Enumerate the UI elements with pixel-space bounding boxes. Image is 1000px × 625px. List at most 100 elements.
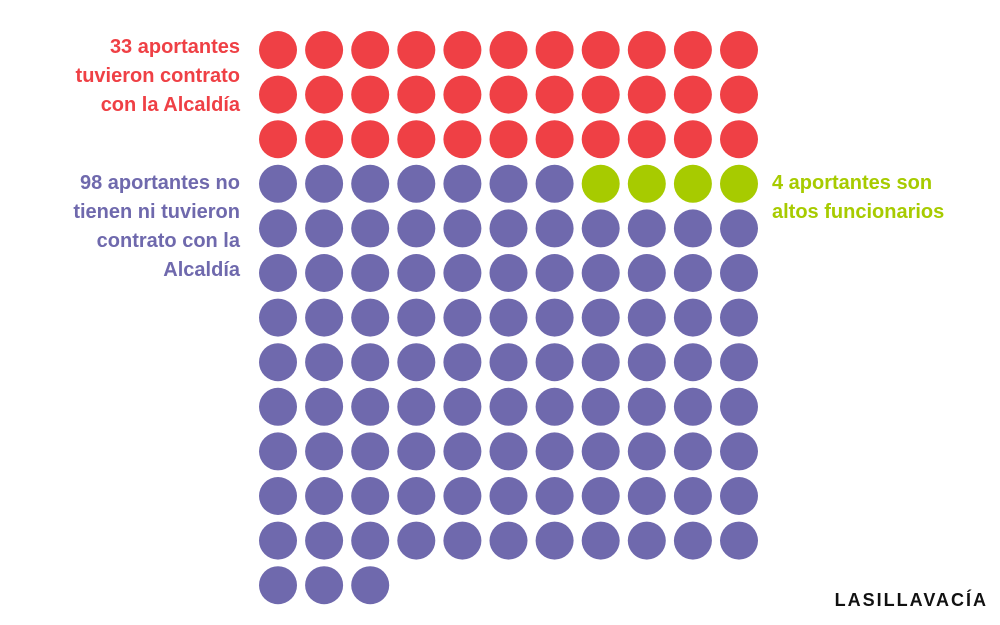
- dot: [535, 387, 574, 426]
- dot: [720, 521, 758, 560]
- dot: [259, 477, 297, 515]
- dot: [535, 521, 574, 560]
- dot: [581, 209, 620, 248]
- dot: [397, 521, 436, 560]
- dot: [397, 31, 436, 69]
- dot: [443, 521, 482, 560]
- dot: [720, 432, 758, 471]
- dot: [673, 432, 712, 471]
- dot: [673, 120, 712, 159]
- dot: [535, 164, 574, 203]
- dot: [305, 164, 344, 203]
- dot: [259, 298, 297, 337]
- dot: [305, 254, 344, 292]
- dot: [673, 254, 712, 292]
- dot: [581, 387, 620, 426]
- dot: [305, 566, 344, 605]
- dot: [489, 164, 528, 203]
- dot: [489, 254, 528, 292]
- dot: [535, 298, 574, 337]
- dot: [673, 31, 712, 69]
- dot: [627, 31, 666, 69]
- dot: [305, 31, 344, 69]
- dot: [720, 254, 758, 292]
- dot: [489, 31, 528, 69]
- dot: [720, 75, 758, 114]
- dot: [535, 432, 574, 471]
- dot: [305, 521, 344, 560]
- dot: [259, 343, 297, 382]
- dot: [489, 120, 528, 159]
- dot: [397, 254, 436, 292]
- dot: [259, 521, 297, 560]
- dot: [627, 343, 666, 382]
- dot: [720, 343, 758, 382]
- dot: [397, 343, 436, 382]
- dot: [627, 75, 666, 114]
- dot: [673, 298, 712, 337]
- dot: [397, 432, 436, 471]
- legend-label: 4 aportantes son altos funcionarios: [772, 172, 945, 223]
- dot: [351, 387, 390, 426]
- dot: [259, 432, 297, 471]
- dot: [581, 343, 620, 382]
- dot: [535, 31, 574, 69]
- dot: [673, 209, 712, 248]
- dot: [351, 566, 390, 605]
- dot: [351, 164, 390, 203]
- dot: [673, 477, 712, 515]
- dot: [443, 387, 482, 426]
- dot: [581, 254, 620, 292]
- dot: [259, 566, 297, 605]
- dot: [305, 209, 344, 248]
- dot: [627, 521, 666, 560]
- dot: [489, 387, 528, 426]
- dot: [259, 31, 297, 69]
- legend-label: 33 aportantes tuvieron contrato con la A…: [75, 36, 240, 116]
- dot: [259, 387, 297, 426]
- dot: [397, 164, 436, 203]
- dot: [627, 254, 666, 292]
- dot: [581, 432, 620, 471]
- dot: [489, 343, 528, 382]
- dot: [627, 477, 666, 515]
- dot: [443, 432, 482, 471]
- dot: [397, 120, 436, 159]
- dot: [259, 75, 297, 114]
- dot: [305, 120, 344, 159]
- dot: [535, 254, 574, 292]
- dot: [305, 75, 344, 114]
- dot: [581, 75, 620, 114]
- dot: [535, 75, 574, 114]
- dot: [397, 387, 436, 426]
- legend-label: 98 aportantes no tienen ni tuvieron cont…: [73, 172, 240, 281]
- dot: [351, 31, 390, 69]
- dot: [489, 298, 528, 337]
- dot: [489, 432, 528, 471]
- dot: [720, 477, 758, 515]
- dot: [627, 387, 666, 426]
- dot: [443, 31, 482, 69]
- dot: [351, 120, 390, 159]
- logo: LASILLAVACÍA: [834, 590, 988, 610]
- dot: [305, 477, 344, 515]
- dot: [259, 209, 297, 248]
- dot: [305, 432, 344, 471]
- dot: [627, 120, 666, 159]
- dot: [535, 343, 574, 382]
- dot: [351, 298, 390, 337]
- dot: [581, 298, 620, 337]
- dot: [489, 477, 528, 515]
- dot: [627, 298, 666, 337]
- dot: [581, 521, 620, 560]
- dot: [351, 432, 390, 471]
- dot: [581, 164, 620, 203]
- dot: [351, 254, 390, 292]
- dot: [581, 477, 620, 515]
- dot: [443, 298, 482, 337]
- dot: [489, 521, 528, 560]
- dot: [581, 31, 620, 69]
- dot: [443, 75, 482, 114]
- dot: [720, 387, 758, 426]
